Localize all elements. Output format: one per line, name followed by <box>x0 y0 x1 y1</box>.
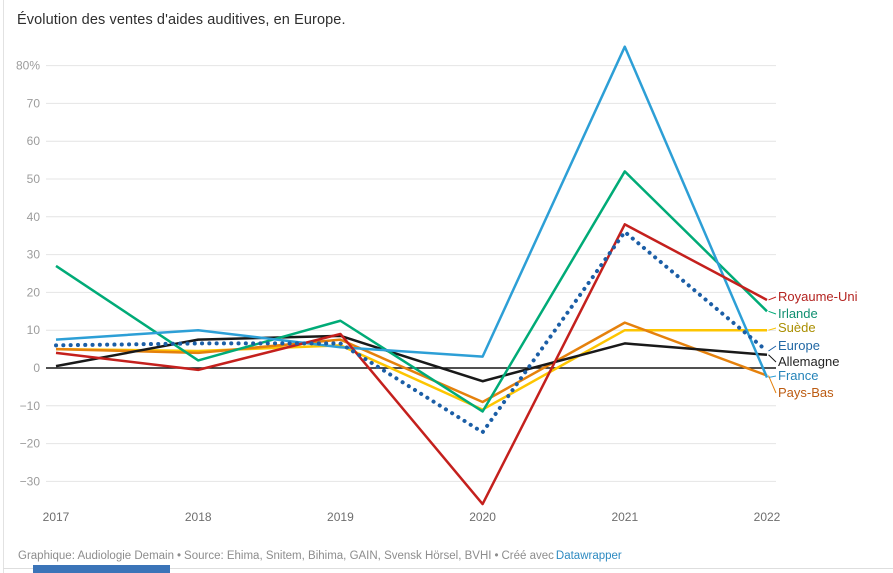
legend-label-royaume-uni: Royaume-Uni <box>778 289 858 304</box>
series-line-europe <box>54 228 769 435</box>
legend-label-europe: Europe <box>778 338 820 353</box>
y-tick-label: 80% <box>16 59 40 73</box>
left-border <box>3 0 4 573</box>
y-tick-label: 50 <box>27 172 41 186</box>
legend-leader-pays-bas <box>768 375 777 394</box>
series-line-irlande <box>55 170 768 413</box>
legend-leader-su-de <box>768 327 777 331</box>
x-tick-label: 2021 <box>611 510 638 524</box>
legend-label-allemagne: Allemagne <box>778 354 840 369</box>
legend-label-france: France <box>778 368 819 383</box>
legend-leader-allemagne <box>768 354 777 363</box>
datawrapper-link[interactable]: Datawrapper <box>555 550 622 562</box>
y-tick-label: 30 <box>27 248 41 262</box>
legend-leader-royaume-uni <box>768 296 777 301</box>
footer-source: Source: Ehima, Snitem, Bihima, GAIN, Sve… <box>184 550 492 562</box>
x-tick-label: 2019 <box>327 510 354 524</box>
y-tick-label: 40 <box>27 210 41 224</box>
footer: Graphique: Audiologie Demain • Source: Ehi… <box>18 550 878 562</box>
y-tick-label: −20 <box>20 437 41 451</box>
y-tick-label: −30 <box>20 474 41 488</box>
y-tick-label: 0 <box>33 361 40 375</box>
legend-leader-europe <box>768 345 777 352</box>
legend-leader-france <box>768 375 777 378</box>
y-tick-label: −10 <box>20 399 41 413</box>
bottom-border <box>3 568 893 569</box>
chart-title: Évolution des ventes d'aides auditives, … <box>17 12 346 28</box>
x-tick-label: 2022 <box>754 510 781 524</box>
series-line-su-de <box>55 328 767 411</box>
y-tick-label: 60 <box>27 134 41 148</box>
footer-credit-prefix: Créé avec <box>501 550 554 562</box>
x-tick-label: 2017 <box>43 510 70 524</box>
legend-label-pays-bas: Pays-Bas <box>778 385 834 400</box>
series-line-allemagne <box>55 334 768 383</box>
series-line-france <box>55 45 769 378</box>
footer-byline: Graphique: Audiologie Demain <box>18 550 174 562</box>
series-line-pays-bas <box>55 321 768 404</box>
footer-separator: • <box>494 550 499 562</box>
legend-leader-irlande <box>768 310 777 315</box>
x-tick-label: 2020 <box>469 510 496 524</box>
legend-label-irlande: Irlande <box>778 306 818 321</box>
y-tick-label: 10 <box>27 323 41 337</box>
series-line-royaume-uni <box>55 223 768 506</box>
footer-separator: • <box>177 550 182 562</box>
bottom-blue-bar <box>33 565 170 573</box>
y-tick-label: 70 <box>27 96 41 110</box>
legend-label-su-de: Suède <box>778 320 816 335</box>
x-tick-label: 2018 <box>185 510 212 524</box>
y-tick-label: 20 <box>27 285 41 299</box>
